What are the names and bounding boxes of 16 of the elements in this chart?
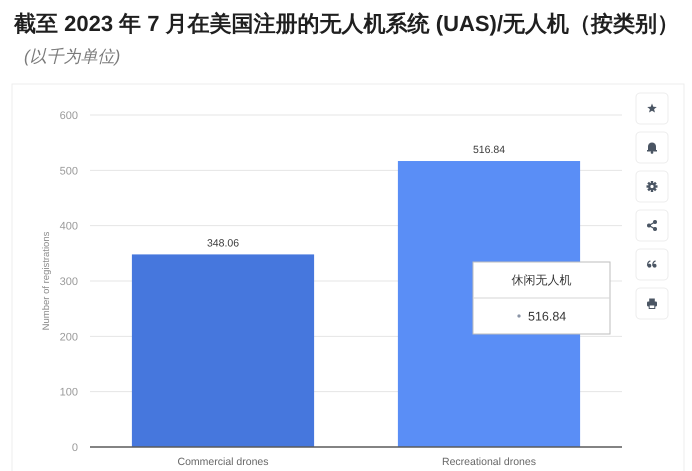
annotation: 休闲无人机 — [512, 273, 572, 287]
y-axis-title: Number of registrations — [41, 231, 52, 330]
x-tick-label: Commercial drones — [177, 456, 269, 468]
y-tick-label: 400 — [60, 220, 78, 233]
data-label: 348.06 — [206, 237, 240, 250]
y-tick-label: 600 — [60, 110, 78, 122]
y-tick-label: 200 — [60, 331, 78, 344]
title: 截至 2023 年 7 月在美国注册的无人机系统 (UAS)/无人机（按类别） — [14, 11, 679, 36]
y-tick-label: 300 — [60, 276, 78, 288]
y-tick-label: 0 — [72, 442, 78, 454]
data-label: 516.84 — [472, 144, 506, 156]
x-tick-label: Recreational drones — [442, 456, 536, 468]
y-tick-label: 500 — [60, 165, 78, 178]
annotation: 516.84 — [528, 310, 566, 324]
subtitle: (以千为单位) — [24, 47, 120, 66]
y-tick-label: 100 — [60, 386, 78, 399]
